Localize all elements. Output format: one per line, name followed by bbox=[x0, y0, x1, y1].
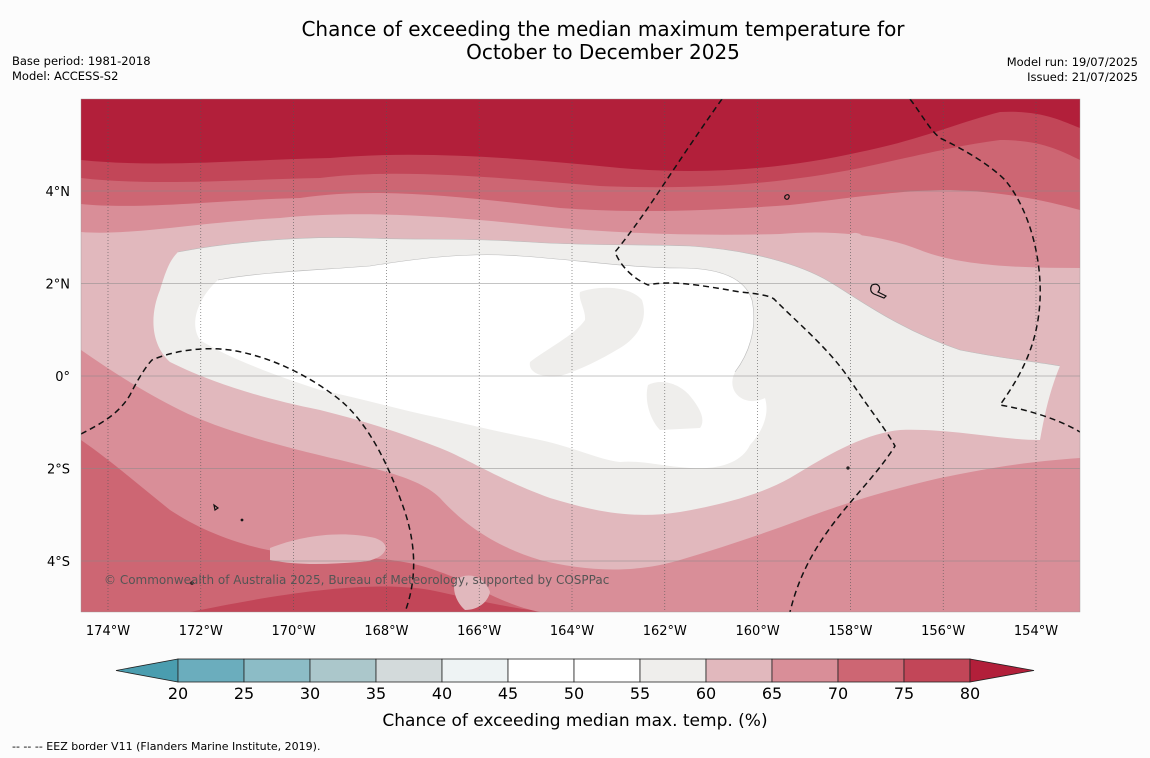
longitude-label: 172°W bbox=[179, 624, 223, 639]
eez-border bbox=[81, 99, 1080, 612]
graticule bbox=[81, 99, 1080, 612]
longitude-labels: 174°W 172°W 170°W 168°W 166°W 164°W 162°W 160°W… bbox=[86, 624, 1058, 639]
colorbar-tick-label: 75 bbox=[894, 684, 914, 703]
longitude-label: 162°W bbox=[643, 624, 687, 639]
colorbar-block bbox=[903, 658, 971, 683]
title-line-2: October to December 2025 bbox=[466, 40, 740, 64]
colorbar-block bbox=[771, 658, 839, 683]
contour-55-patch bbox=[646, 382, 703, 430]
colorbar-block bbox=[639, 658, 707, 683]
latitude-label: 0° bbox=[55, 370, 70, 385]
copyright-notice: © Commonwealth of Australia 2025, Bureau… bbox=[104, 573, 609, 587]
contour-60-patch-3 bbox=[836, 232, 865, 265]
colorbar-tick-label: 50 bbox=[564, 684, 584, 703]
colorbar-tick-label: 60 bbox=[696, 684, 716, 703]
longitude-label: 168°W bbox=[364, 624, 408, 639]
colorbar: 20 25 30 35 40 45 50 55 60 65 70 75 80 bbox=[115, 658, 1035, 703]
inner-islands bbox=[270, 232, 865, 610]
contour-50-patch bbox=[421, 317, 443, 348]
eez-legend-note: -- -- -- EEZ border V11 (Flanders Marine… bbox=[12, 740, 321, 753]
base-period: Base period: 1981-2018 bbox=[12, 54, 151, 68]
latitude-label: 4°N bbox=[46, 185, 71, 200]
colorbar-extend-high bbox=[969, 658, 1035, 683]
probability-contours bbox=[81, 99, 1080, 612]
issued-date: Issued: 21/07/2025 bbox=[1027, 70, 1138, 84]
colorbar-block bbox=[243, 658, 311, 683]
contour-60-patch bbox=[454, 575, 490, 610]
longitude-label: 174°W bbox=[86, 624, 130, 639]
colorbar-tick-label: 45 bbox=[498, 684, 518, 703]
contour-lines bbox=[177, 237, 1061, 373]
model-run-date: Model run: 19/07/2025 bbox=[1006, 55, 1138, 69]
colorbar-block bbox=[375, 658, 443, 683]
longitude-label: 164°W bbox=[550, 624, 594, 639]
colorbar-extend-low bbox=[115, 658, 179, 683]
colorbar-tick-label: 25 bbox=[234, 684, 254, 703]
contour-60-patch-2 bbox=[270, 534, 386, 564]
longitude-label: 160°W bbox=[736, 624, 780, 639]
colorbar-tick-label: 40 bbox=[432, 684, 452, 703]
latitude-label: 2°N bbox=[46, 278, 71, 293]
model-info: Base period: 1981-2018 Model: ACCESS-S2 bbox=[12, 54, 151, 84]
title-line-1: Chance of exceeding the median maximum t… bbox=[301, 17, 905, 41]
latitude-label: 4°S bbox=[47, 555, 70, 570]
latitude-label: 2°S bbox=[47, 463, 70, 478]
colorbar-tick-label: 70 bbox=[828, 684, 848, 703]
longitude-label: 156°W bbox=[921, 624, 965, 639]
colorbar-tick-label: 35 bbox=[366, 684, 386, 703]
colorbar-block bbox=[837, 658, 905, 683]
colorbar-block bbox=[177, 658, 245, 683]
longitude-label: 154°W bbox=[1014, 624, 1058, 639]
islands bbox=[190, 194, 888, 585]
map-frame bbox=[80, 98, 1081, 613]
colorbar-tick-label: 80 bbox=[960, 684, 980, 703]
colorbar-block bbox=[309, 658, 377, 683]
longitude-label: 170°W bbox=[272, 624, 316, 639]
contour-55-patch-2 bbox=[529, 287, 644, 377]
run-info: Model run: 19/07/2025 Issued: 21/07/2025 bbox=[1007, 55, 1138, 85]
model-name: Model: ACCESS-S2 bbox=[12, 69, 119, 83]
colorbar-block bbox=[507, 658, 575, 683]
colorbar-tick-label: 30 bbox=[300, 684, 320, 703]
colorbar-block bbox=[705, 658, 773, 683]
longitude-label: 158°W bbox=[828, 624, 872, 639]
colorbar-tick-label: 20 bbox=[168, 684, 188, 703]
colorbar-tick-label: 65 bbox=[762, 684, 782, 703]
colorbar-block bbox=[441, 658, 509, 683]
colorbar-tick-label: 55 bbox=[630, 684, 650, 703]
colorbar-title: Chance of exceeding median max. temp. (%… bbox=[382, 711, 767, 731]
latitude-labels: 4°N 2°N 0° 2°S 4°S bbox=[46, 185, 71, 570]
map-title: Chance of exceeding the median maximum t… bbox=[0, 18, 1150, 64]
longitude-label: 166°W bbox=[457, 624, 501, 639]
colorbar-block bbox=[573, 658, 641, 683]
